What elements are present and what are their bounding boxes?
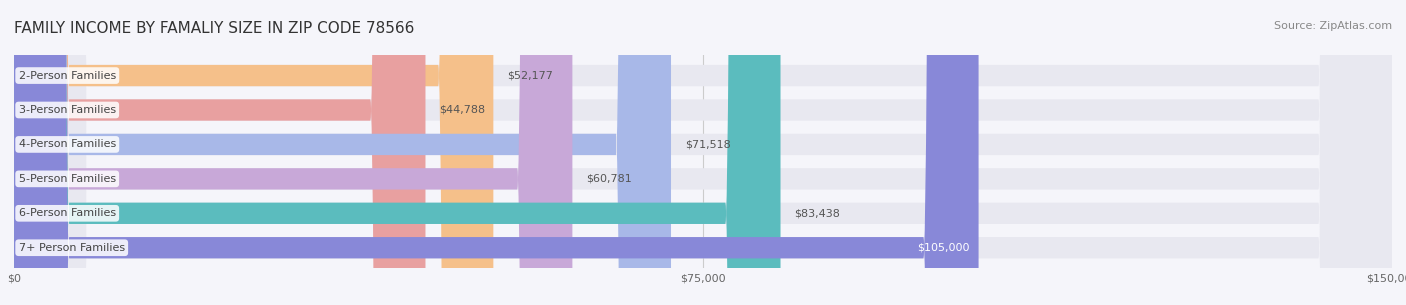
- Text: $52,177: $52,177: [508, 70, 553, 81]
- FancyBboxPatch shape: [14, 0, 1392, 305]
- FancyBboxPatch shape: [14, 0, 1392, 305]
- FancyBboxPatch shape: [14, 0, 1392, 305]
- FancyBboxPatch shape: [14, 0, 426, 305]
- FancyBboxPatch shape: [14, 0, 494, 305]
- Text: 5-Person Families: 5-Person Families: [18, 174, 115, 184]
- Text: $105,000: $105,000: [917, 243, 969, 253]
- Text: $44,788: $44,788: [439, 105, 485, 115]
- Text: $71,518: $71,518: [685, 139, 731, 149]
- Text: $83,438: $83,438: [794, 208, 841, 218]
- FancyBboxPatch shape: [14, 0, 572, 305]
- Text: $60,781: $60,781: [586, 174, 631, 184]
- Text: 7+ Person Families: 7+ Person Families: [18, 243, 125, 253]
- FancyBboxPatch shape: [14, 0, 671, 305]
- Text: 2-Person Families: 2-Person Families: [18, 70, 115, 81]
- Text: FAMILY INCOME BY FAMALIY SIZE IN ZIP CODE 78566: FAMILY INCOME BY FAMALIY SIZE IN ZIP COD…: [14, 21, 415, 36]
- Text: Source: ZipAtlas.com: Source: ZipAtlas.com: [1274, 21, 1392, 31]
- FancyBboxPatch shape: [14, 0, 979, 305]
- Text: 3-Person Families: 3-Person Families: [18, 105, 115, 115]
- FancyBboxPatch shape: [14, 0, 1392, 305]
- Text: 6-Person Families: 6-Person Families: [18, 208, 115, 218]
- Text: 4-Person Families: 4-Person Families: [18, 139, 115, 149]
- FancyBboxPatch shape: [14, 0, 1392, 305]
- FancyBboxPatch shape: [14, 0, 1392, 305]
- FancyBboxPatch shape: [14, 0, 780, 305]
